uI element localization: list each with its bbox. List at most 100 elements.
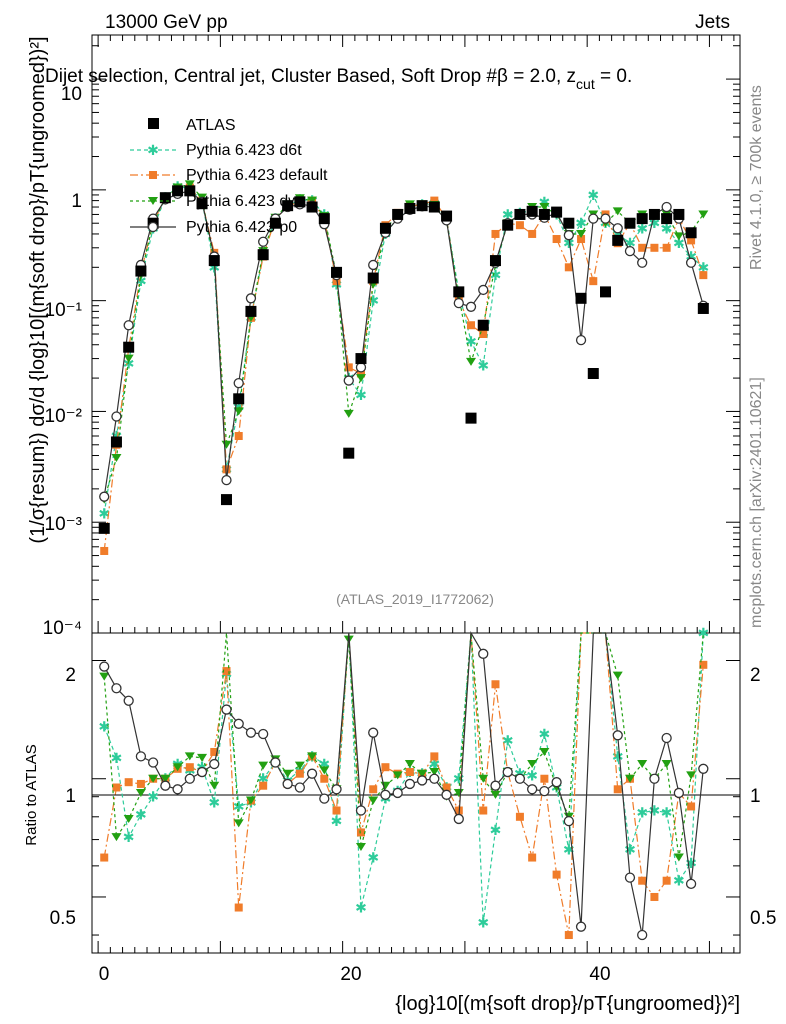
point-default [491, 229, 500, 238]
point-d6t: ✱ [355, 387, 367, 403]
ratio-point-default [442, 783, 451, 792]
ratio-point-dw [527, 760, 538, 769]
ratio-line-default [103, 632, 704, 936]
point-default [564, 263, 573, 272]
ratio-point-dw [673, 853, 684, 862]
point-atlas [98, 522, 110, 534]
ratio-point-d6t: ✱ [257, 771, 269, 787]
ratio-line-p0 [103, 631, 704, 936]
ratio-point-default [552, 870, 561, 879]
ratio-point-p0 [612, 730, 623, 741]
ratio-point-dw [209, 781, 220, 790]
axis-ticks [92, 35, 740, 953]
ratio-point-dw [307, 752, 318, 761]
ratio-ytick-05-right: 0.5 [750, 908, 776, 929]
ratio-point-p0 [99, 661, 110, 672]
ratio-point-dw [624, 774, 635, 783]
ratio-point-p0 [404, 778, 416, 790]
point-default [430, 196, 439, 205]
ratio-point-p0 [685, 878, 697, 889]
ratio-point-p0 [111, 683, 122, 694]
legend-marker-atlas [148, 118, 159, 129]
point-atlas [600, 286, 612, 298]
ratio-point-p0 [527, 784, 538, 795]
point-default [589, 277, 598, 286]
point-d6t: ✱ [502, 206, 514, 222]
point-default [515, 221, 524, 230]
point-atlas [331, 266, 343, 278]
ratio-point-default [430, 752, 439, 761]
ratio-point-dw [612, 671, 623, 680]
ratio-point-dw [478, 774, 489, 783]
legend: ATLAS ✱ Pythia 6.423 d6t Pythia 6.423 de… [130, 117, 328, 236]
point-default [467, 321, 476, 330]
point-p0 [453, 297, 464, 309]
ratio-point-default [100, 853, 109, 862]
ratio-point-p0 [661, 732, 672, 744]
point-dw [673, 232, 684, 241]
ratio-point-p0 [368, 727, 379, 738]
ratio-point-d6t: ✱ [111, 750, 123, 766]
ratio-point-default [479, 806, 488, 815]
legend-label-atlas: ATLAS [186, 117, 236, 134]
ratio-point-default [369, 785, 378, 794]
point-atlas [282, 200, 294, 212]
ratio-point-p0 [282, 778, 293, 790]
point-dw [123, 354, 134, 363]
ratio-point-default [332, 806, 341, 815]
ratio-point-dw [453, 788, 464, 797]
ratio-point-d6t: ✱ [331, 813, 343, 829]
point-default [234, 432, 243, 441]
ratio-point-d6t: ✱ [477, 915, 489, 931]
ratio-point-p0 [502, 766, 513, 778]
point-d6t: ✱ [661, 220, 673, 236]
point-atlas [355, 353, 367, 365]
point-dw [355, 374, 366, 383]
point-d6t: ✱ [539, 194, 551, 210]
ratio-point-default [638, 876, 647, 885]
point-atlas [697, 302, 709, 314]
ratio-point-default [295, 769, 304, 778]
point-p0 [661, 201, 672, 213]
ratio-point-default [699, 660, 708, 669]
point-d6t: ✱ [367, 293, 379, 309]
ratio-point-p0 [294, 782, 305, 793]
ratio-point-default [491, 680, 500, 689]
ratio-point-default [356, 828, 365, 837]
point-atlas [294, 196, 306, 208]
ratio-point-dw [148, 774, 159, 783]
ratio-point-dw [294, 761, 305, 770]
point-atlas [404, 202, 416, 214]
ratio-point-p0 [637, 929, 648, 941]
plot-title: Dijet selection, Central jet, Cluster Ba… [45, 66, 632, 92]
point-atlas [636, 213, 648, 225]
ytick-label-1e-1: 10⁻¹ [45, 300, 83, 321]
ratio-point-d6t: ✱ [649, 803, 661, 819]
point-dw [576, 229, 587, 238]
ratio-point-dw [417, 769, 428, 778]
ratio-point-default [320, 774, 329, 783]
ratio-point-p0 [331, 784, 342, 795]
ytick-label-1e-3: 10⁻³ [45, 514, 83, 535]
ratio-point-dw [111, 833, 122, 842]
xtick-label-0: 0 [99, 964, 110, 985]
ratio-point-p0 [551, 777, 562, 788]
ratio-point-default [234, 903, 243, 912]
point-p0 [612, 223, 623, 234]
point-d6t: ✱ [673, 235, 685, 251]
ratio-point-dw [429, 768, 440, 777]
point-d6t: ✱ [477, 357, 489, 373]
ratio-ytick-2-left: 2 [65, 665, 76, 686]
point-d6t: ✱ [111, 428, 123, 444]
ratio-point-default [613, 785, 622, 794]
point-p0 [355, 362, 367, 373]
ratio-point-default [210, 747, 219, 756]
ratio-point-dw [661, 760, 672, 769]
ratio-point-d6t: ✱ [98, 718, 110, 734]
point-atlas [172, 185, 184, 197]
main-series-group: ✱✱✱✱✱✱✱✱✱✱✱✱✱✱✱✱✱✱✱✱✱✱✱✱✱✱✱✱✱✱✱✱✱✱✱✱✱✱✱✱… [98, 179, 709, 555]
legend-marker-p0 [147, 221, 159, 233]
rivet-side-label: Rivet 4.1.0, ≥ 700k events [748, 85, 765, 270]
ratio-series-p0 [99, 631, 709, 941]
